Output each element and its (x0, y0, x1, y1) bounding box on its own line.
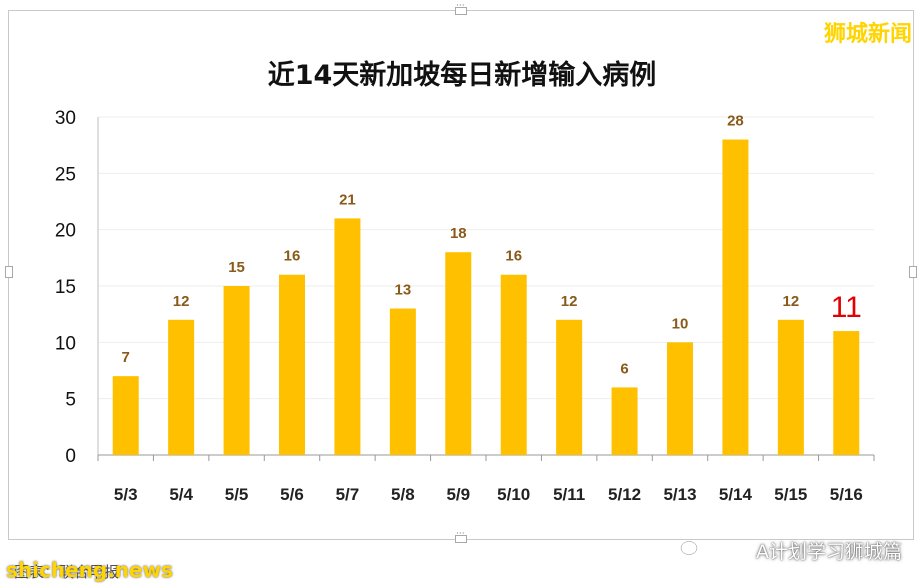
data-label: 18 (450, 225, 467, 242)
y-tick-label: 5 (65, 390, 76, 411)
y-tick-label: 30 (55, 108, 76, 129)
bar (168, 319, 195, 455)
data-label: 13 (395, 282, 412, 299)
category-label: 5/15 (774, 485, 807, 504)
data-label: 6 (620, 360, 628, 377)
bar (667, 342, 693, 455)
category-label: 5/5 (225, 485, 249, 504)
y-tick-label: 15 (55, 277, 76, 298)
resize-handle-right[interactable] (909, 266, 917, 278)
bar (722, 139, 749, 456)
chart-title: 近14天新加坡每日新增输入病例 (267, 60, 657, 91)
account-name: A计划学习狮城篇 (756, 541, 902, 563)
category-label: 5/10 (497, 485, 530, 504)
y-tick-label: 0 (65, 446, 76, 467)
category-label: 5/9 (446, 485, 470, 504)
category-label: 5/6 (280, 485, 304, 504)
bar (833, 331, 860, 455)
chart-source-caption: 图表：联合早报 (14, 563, 120, 581)
y-tick-label: 25 (55, 164, 76, 185)
data-label: 12 (561, 293, 578, 310)
bar (611, 387, 638, 455)
brand-logo-text: 狮城新闻 (823, 22, 912, 47)
data-label: 12 (173, 293, 190, 310)
category-label: 5/11 (553, 485, 585, 504)
bar (777, 319, 804, 455)
wechat-icon (680, 540, 704, 557)
category-label: 5/4 (169, 485, 193, 504)
data-label: 16 (505, 248, 522, 265)
data-label: 12 (783, 293, 800, 310)
bar (112, 376, 139, 455)
bar (556, 319, 583, 455)
resize-handle-left[interactable] (5, 266, 13, 278)
bar (445, 252, 472, 455)
y-tick-label: 10 (55, 333, 76, 354)
resize-handle-top[interactable] (455, 1, 467, 15)
resize-handle-bottom[interactable] (455, 529, 467, 543)
category-label: 5/14 (719, 485, 753, 504)
category-label: 5/8 (391, 485, 415, 504)
category-label: 5/7 (336, 485, 360, 504)
category-label: 5/3 (114, 485, 138, 504)
category-label: 5/12 (608, 485, 641, 504)
data-label: 28 (727, 113, 744, 130)
bar (334, 218, 361, 455)
y-tick-label: 20 (55, 221, 76, 242)
data-label: 10 (672, 315, 689, 332)
data-label: 16 (284, 248, 301, 265)
category-label: 5/13 (663, 485, 696, 504)
data-label: 7 (122, 349, 130, 366)
bar (389, 308, 416, 455)
data-label: 11 (831, 291, 862, 324)
bar (279, 274, 305, 455)
data-label: 21 (339, 191, 356, 208)
bar (500, 274, 527, 455)
category-label: 5/16 (830, 485, 863, 504)
data-label: 15 (228, 259, 245, 276)
bar (223, 286, 250, 455)
watermark-text: shicheng.news (6, 558, 173, 582)
